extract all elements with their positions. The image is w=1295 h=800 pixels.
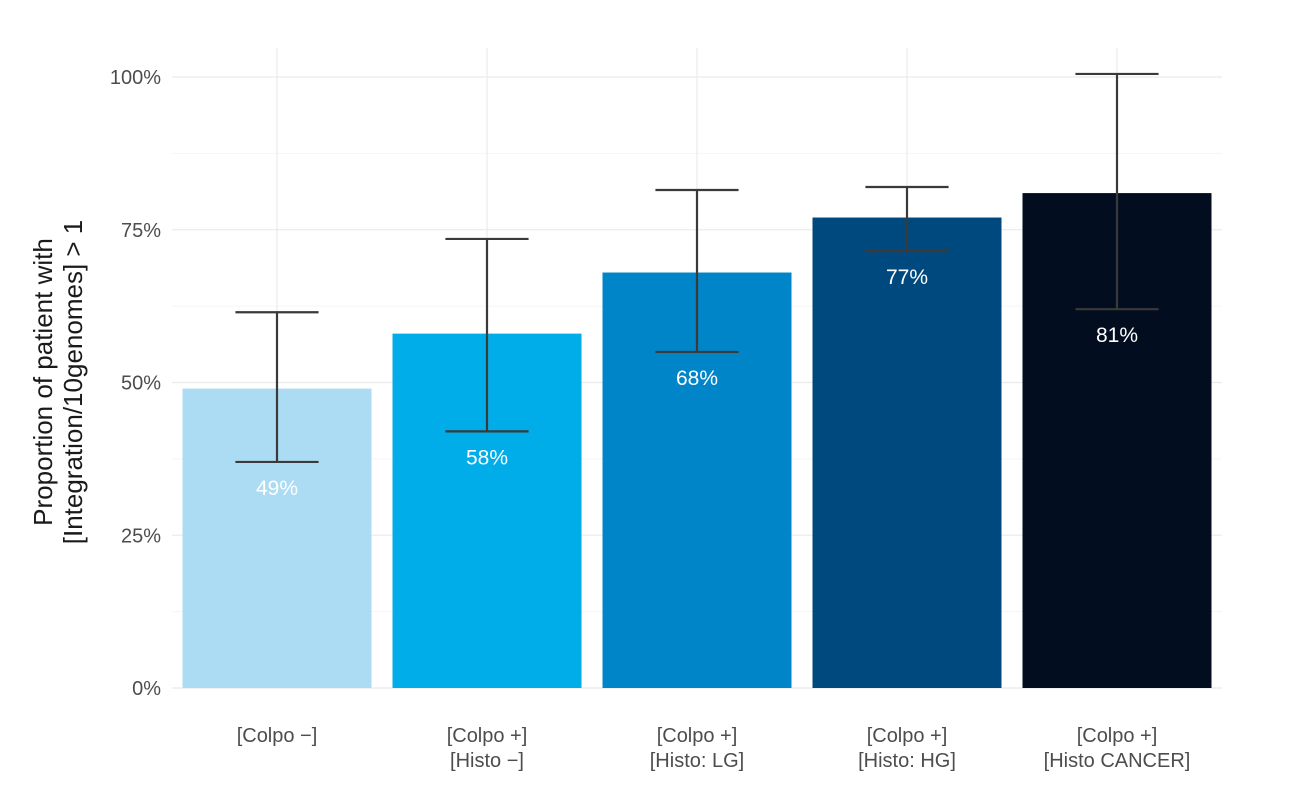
data-label: 77% [886, 266, 928, 289]
bar [812, 217, 1002, 688]
error-bar [655, 188, 739, 354]
data-label: 68% [676, 367, 718, 390]
x-tick-label: [Colpo +] [Histo: HG] [858, 725, 956, 772]
data-label: 58% [466, 446, 508, 469]
x-tick-label: [Colpo −] [237, 725, 318, 747]
x-axis-ticks: [Colpo −] [Colpo +] [Histo −] [Colpo +] [His… [237, 725, 1191, 772]
y-axis-ticks: 0% 25% 50% 75% 100% [110, 67, 161, 700]
y-axis-title: Proportion of patient with[Integration/1… [28, 220, 88, 545]
error-bar [1075, 72, 1159, 311]
error-bar [865, 185, 949, 253]
x-tick-label: [Colpo +] [Histo −] [447, 725, 528, 772]
error-bars-group [235, 72, 1159, 464]
x-tick-label: [Colpo +] [Histo CANCER] [1044, 725, 1191, 772]
error-bar [445, 237, 529, 433]
y-tick-label: 100% [110, 67, 161, 89]
data-label: 49% [256, 477, 298, 500]
bars-group [182, 193, 1212, 688]
data-label: 81% [1096, 324, 1138, 347]
x-tick-label: [Colpo +] [Histo: LG] [650, 725, 744, 772]
error-bar [235, 311, 319, 464]
y-tick-label: 0% [132, 678, 161, 700]
data-labels-group: 49% 58% 68% 77% 81% [256, 266, 1138, 500]
y-tick-label: 50% [121, 373, 161, 395]
y-tick-label: 25% [121, 525, 161, 547]
y-tick-label: 75% [121, 220, 161, 242]
